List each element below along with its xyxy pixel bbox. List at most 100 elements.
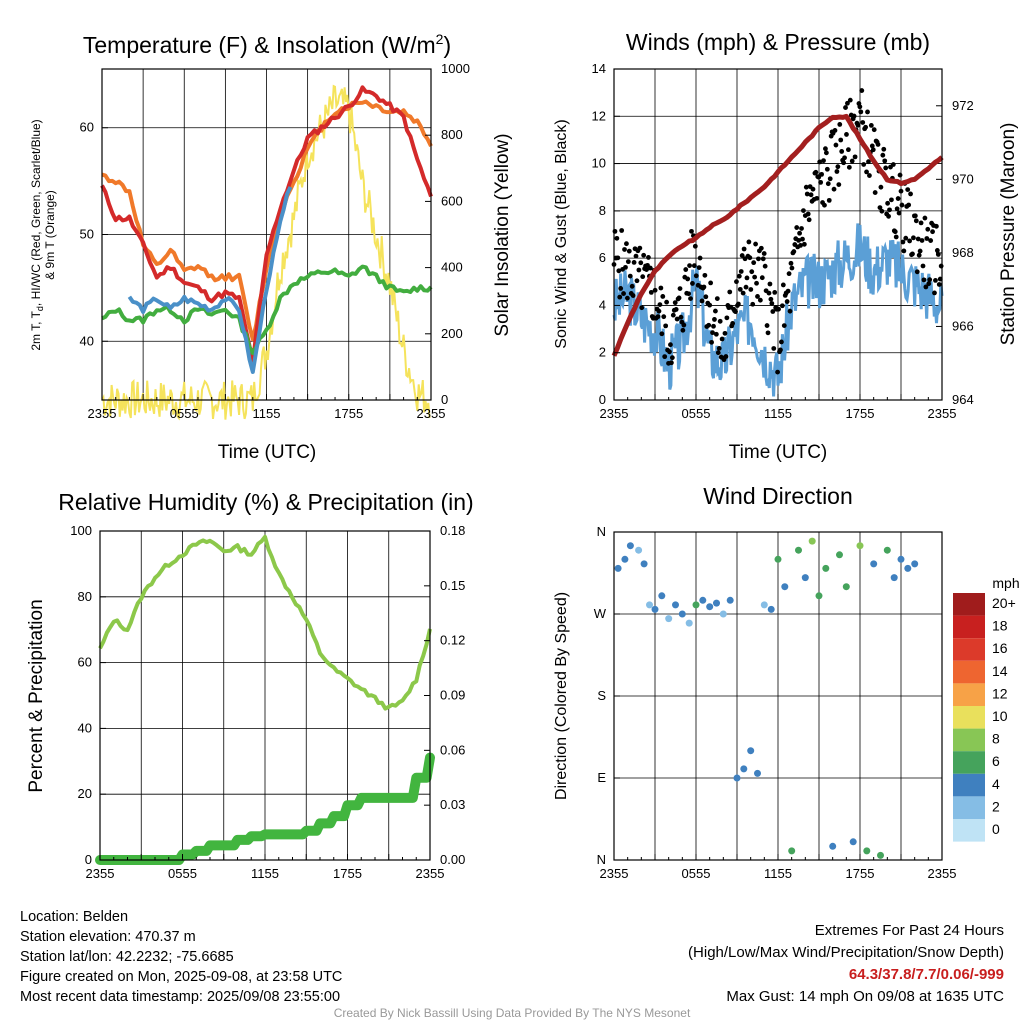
temperature-panel: Temperature (F) & Insolation (W/m2) 2355… — [29, 31, 513, 463]
gust-point — [722, 330, 728, 336]
gust-point — [871, 127, 877, 133]
gust-point — [844, 132, 849, 137]
gust-point — [715, 350, 721, 356]
gust-point — [932, 290, 937, 296]
wind-y-label-left: Sonic Wind & Gust (Blue, Black) — [553, 119, 570, 348]
direction-point — [685, 619, 693, 627]
station-location: Location: Belden — [20, 909, 129, 925]
gust-point — [897, 172, 903, 178]
gust-point — [936, 282, 942, 287]
gust-point — [730, 320, 736, 326]
rh-x-ticks: 2355 0555 1155 1755 2355 — [86, 854, 444, 881]
gust-point — [800, 236, 805, 242]
gust-point — [713, 308, 718, 314]
gust-point — [797, 230, 802, 236]
gust-point — [846, 164, 852, 170]
y-tick-label-right: 400 — [441, 260, 463, 275]
gust-point — [933, 223, 939, 229]
gust-point — [673, 307, 679, 312]
x-tick-label: 0555 — [682, 866, 711, 881]
y-tick-label-right: 972 — [952, 98, 974, 113]
gust-point — [701, 284, 707, 290]
gust-point — [723, 354, 729, 359]
gust-point — [814, 195, 820, 201]
extremes-subheading: (High/Low/Max Wind/Precipitation/Snow De… — [688, 944, 1004, 961]
gust-point — [910, 251, 915, 257]
wind-title: Winds (mph) & Pressure (mb) — [626, 29, 930, 55]
gust-point — [779, 339, 784, 345]
gust-point — [806, 217, 812, 223]
gust-point — [678, 314, 684, 320]
gust-point — [875, 142, 881, 147]
legend-label: 14 — [992, 663, 1008, 679]
gust-point — [612, 228, 618, 234]
gust-point — [652, 287, 658, 293]
x-tick-label: 1155 — [251, 866, 279, 881]
direction-point — [651, 605, 659, 613]
gust-point — [907, 238, 913, 244]
temp-title: Temperature (F) & Insolation (W/m2) — [83, 31, 451, 58]
gust-point — [825, 181, 831, 187]
gust-point — [760, 256, 766, 262]
gust-point — [868, 123, 874, 128]
temp-grid — [101, 69, 432, 400]
gust-point — [934, 248, 940, 253]
rh-title: Relative Humidity (%) & Precipitation (i… — [58, 489, 473, 515]
gust-point — [898, 188, 904, 194]
gust-point — [686, 291, 692, 297]
direction-point — [713, 599, 720, 607]
gust-point — [852, 154, 858, 160]
gust-point — [659, 331, 665, 337]
svg-text:& 9m T (Orange): & 9m T (Orange) — [43, 190, 57, 280]
gust-point — [622, 247, 627, 252]
gust-point — [670, 312, 676, 318]
gust-point — [739, 253, 745, 258]
gust-point — [855, 122, 861, 128]
temp-y-label-right: Solar Insolation (Yellow) — [492, 133, 513, 336]
direction-point — [699, 596, 707, 604]
gust-point — [663, 323, 669, 329]
gust-point — [821, 158, 826, 164]
x-tick-label: 1155 — [764, 866, 792, 881]
direction-point — [842, 583, 850, 591]
wind-y-ticks-left: 0 2 4 6 8 10 12 14 — [592, 61, 620, 407]
gust-point — [839, 149, 845, 154]
extremes-block: Extremes For Past 24 Hours (High/Low/Max… — [688, 922, 1004, 1005]
gust-point — [908, 191, 913, 197]
gust-point — [765, 330, 771, 336]
gust-point — [845, 100, 850, 106]
direction-point — [626, 542, 634, 550]
gust-point — [927, 277, 933, 283]
direction-point — [774, 555, 782, 563]
gust-point — [775, 369, 780, 375]
legend-swatch — [953, 683, 985, 706]
x-tick-label: 1755 — [333, 866, 362, 881]
gust-point — [655, 314, 661, 320]
gust-point — [662, 354, 668, 360]
gust-point — [842, 155, 847, 161]
y-tick-label: 40 — [80, 333, 94, 348]
gust-point — [818, 179, 824, 185]
gust-point — [791, 249, 797, 254]
x-tick-label: 1155 — [764, 406, 792, 421]
gust-point — [926, 281, 932, 287]
gust-point — [677, 286, 683, 292]
gust-point — [879, 208, 885, 214]
gust-point — [626, 248, 632, 254]
gust-point — [668, 342, 673, 348]
gust-point — [737, 286, 743, 292]
gust-point — [624, 241, 629, 247]
gust-point — [752, 274, 758, 280]
legend-label: 16 — [992, 640, 1008, 656]
gust-point — [656, 308, 662, 314]
gust-point — [755, 294, 760, 299]
direction-point — [788, 847, 796, 855]
gust-point — [733, 309, 738, 315]
gust-point — [658, 285, 664, 291]
y-tick-label: 0 — [599, 392, 606, 407]
gust-point — [799, 226, 804, 231]
legend-swatch — [953, 660, 985, 684]
max-gust: Max Gust: 14 mph On 09/08 at 1635 UTC — [726, 988, 1004, 1005]
gust-point — [776, 306, 781, 312]
direction-point — [815, 592, 823, 600]
